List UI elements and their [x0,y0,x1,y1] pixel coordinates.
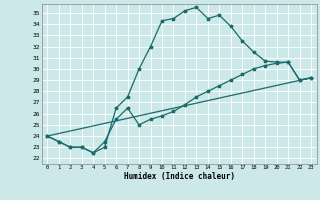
X-axis label: Humidex (Indice chaleur): Humidex (Indice chaleur) [124,172,235,181]
